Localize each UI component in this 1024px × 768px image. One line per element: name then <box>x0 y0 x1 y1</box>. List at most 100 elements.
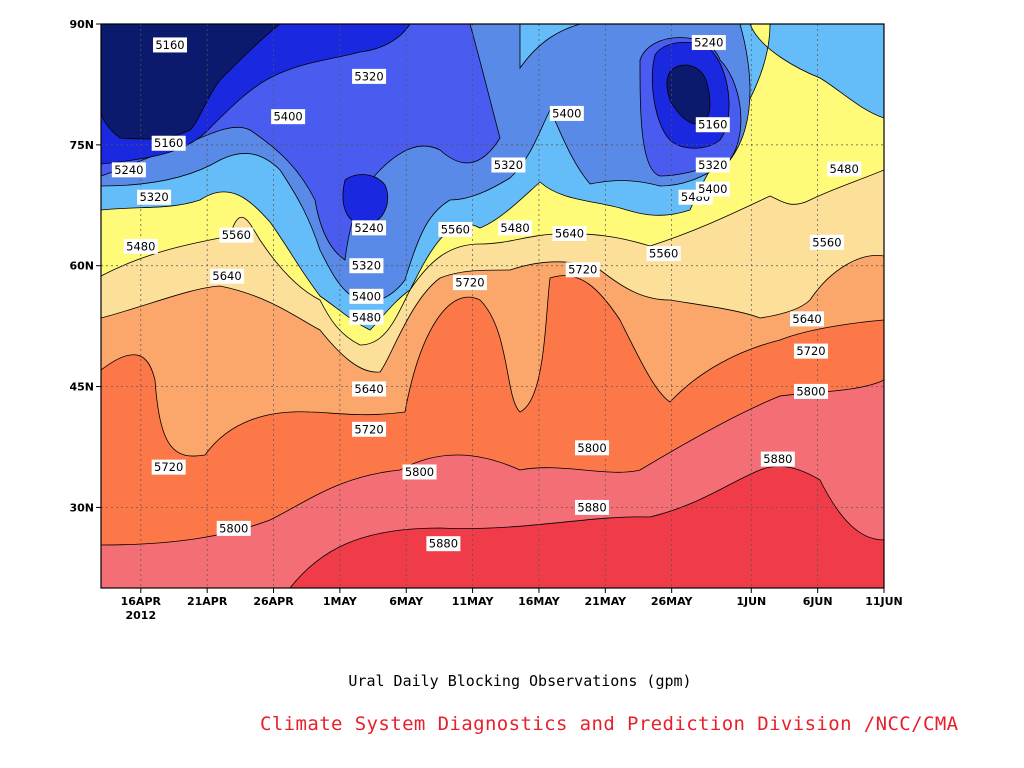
contour-label: 5640 <box>790 311 825 327</box>
contour-label: 5320 <box>137 189 172 205</box>
contour-label-bg <box>760 451 795 467</box>
contour-label-bg <box>575 499 610 515</box>
contour-label-bg <box>349 258 384 274</box>
contour-label: 5560 <box>219 227 254 243</box>
x-tick-label: 16MAY <box>518 595 561 608</box>
contour-label: 5240 <box>352 220 387 236</box>
contour-label-bg <box>695 181 730 197</box>
contour-label: 5480 <box>349 309 384 325</box>
x-tick-label: 21APR <box>187 595 228 608</box>
contour-label: 5560 <box>438 221 473 237</box>
contour-label-text: 5320 <box>698 158 727 172</box>
contour-label-text: 5400 <box>273 110 302 124</box>
contour-label: 5320 <box>349 258 384 274</box>
contour-label-bg <box>352 381 387 397</box>
y-tick-label: 60N <box>69 260 94 273</box>
contour-label-text: 5480 <box>830 162 859 176</box>
x-tick-label: 26APR <box>253 595 294 608</box>
contour-label-bg <box>153 37 188 53</box>
contour-label-text: 5240 <box>694 36 723 50</box>
contour-label-bg <box>151 459 186 475</box>
contour-label-text: 5240 <box>114 163 143 177</box>
x-tick-label: 6MAY <box>389 595 424 608</box>
contour-label: 5320 <box>491 157 526 173</box>
contour-label-bg <box>827 161 862 177</box>
contour-label-text: 5720 <box>568 263 597 277</box>
contour-label: 5720 <box>794 343 829 359</box>
contour-fill-layers <box>101 24 884 588</box>
x-tick-label: 11JUN <box>865 595 903 608</box>
contour-label-text: 5160 <box>154 136 183 150</box>
contour-label-text: 5720 <box>796 344 825 358</box>
contour-label-text: 5320 <box>494 158 523 172</box>
contour-label: 5160 <box>151 135 186 151</box>
x-tick-label: 6JUN <box>803 595 833 608</box>
contour-label: 5800 <box>216 520 251 536</box>
contour-label: 5400 <box>695 181 730 197</box>
contour-label-bg <box>137 189 172 205</box>
contour-label: 5480 <box>123 238 158 254</box>
contour-label: 5240 <box>691 35 726 51</box>
contour-label-text: 5800 <box>219 521 248 535</box>
contour-label-bg <box>549 105 584 121</box>
contour-label-text: 5560 <box>441 222 470 236</box>
contour-label-bg <box>790 311 825 327</box>
contour-label: 5400 <box>549 105 584 121</box>
contour-label-text: 5560 <box>812 235 841 249</box>
contour-label-bg <box>123 238 158 254</box>
contour-label-text: 5720 <box>455 276 484 290</box>
contour-label-text: 5400 <box>698 182 727 196</box>
x-year-label: 2012 <box>126 609 157 622</box>
contour-label: 5720 <box>151 459 186 475</box>
contour-label: 5560 <box>809 234 844 250</box>
grid-lines <box>101 24 885 588</box>
x-tick-label: 21MAY <box>584 595 627 608</box>
contour-label-bg <box>575 440 610 456</box>
contour-label-bg <box>498 220 533 236</box>
contour-label-text: 5320 <box>139 190 168 204</box>
x-tick-label: 1JUN <box>736 595 766 608</box>
contour-label-text: 5880 <box>429 537 458 551</box>
contour-label: 5160 <box>153 37 188 53</box>
contour-label-text: 5800 <box>405 465 434 479</box>
contour-labels: 5160 5160 5240 5320 5480 5560 5640 5400 5320 5240… <box>111 35 862 552</box>
contour-label-bg <box>151 135 186 151</box>
contour-label: 5480 <box>827 161 862 177</box>
y-axis: 90N 75N 60N 45N 30N <box>69 18 101 514</box>
y-tick-label: 30N <box>69 501 94 514</box>
contour-label-text: 5480 <box>500 221 529 235</box>
contour-label-bg <box>438 221 473 237</box>
contour-label-bg <box>646 246 681 262</box>
contour-label-bg <box>210 268 245 284</box>
contour-label: 5640 <box>352 381 387 397</box>
x-tick-label: 1MAY <box>323 595 358 608</box>
contour-label-bg <box>794 343 829 359</box>
contour-label-text: 5240 <box>354 221 383 235</box>
contour-label-bg <box>452 275 487 291</box>
contour-label: 5160 <box>695 117 730 133</box>
contour-label-text: 5640 <box>555 226 584 240</box>
contour-label-bg <box>426 536 461 552</box>
contour-label-text: 5160 <box>155 38 184 52</box>
contour-label-bg <box>695 117 730 133</box>
contour-label-text: 5480 <box>126 239 155 253</box>
credit-text: Climate System Diagnostics and Predictio… <box>260 713 959 735</box>
contour-label: 5800 <box>794 383 829 399</box>
contour-label-text: 5160 <box>698 118 727 132</box>
contour-label: 5320 <box>352 68 387 84</box>
contour-label: 5560 <box>646 246 681 262</box>
contour-label: 5880 <box>760 451 795 467</box>
contour-label-text: 5560 <box>222 228 251 242</box>
contour-label-text: 5560 <box>649 247 678 261</box>
contour-label: 5720 <box>452 275 487 291</box>
contour-label-bg <box>111 162 146 178</box>
contour-label: 5640 <box>552 225 587 241</box>
contour-label: 5400 <box>271 109 306 125</box>
contour-label: 5400 <box>349 288 384 304</box>
contour-label-text: 5640 <box>212 269 241 283</box>
contour-label: 5720 <box>565 262 600 278</box>
contour-label-text: 5640 <box>792 312 821 326</box>
contour-label-bg <box>691 35 726 51</box>
